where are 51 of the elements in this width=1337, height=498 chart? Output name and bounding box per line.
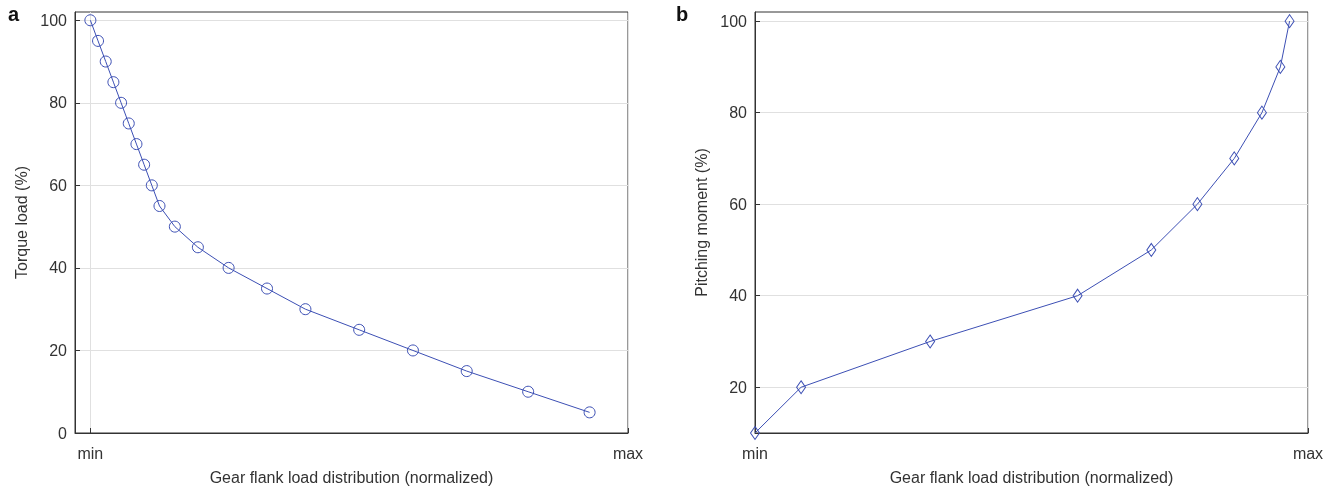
point xyxy=(522,385,535,398)
y-tick-label: 0 xyxy=(58,424,68,442)
point xyxy=(925,334,936,349)
point xyxy=(107,76,120,89)
point xyxy=(460,365,473,378)
point xyxy=(1284,14,1295,29)
point xyxy=(261,282,274,295)
text: b xyxy=(676,3,689,25)
y-tick-label: 20 xyxy=(49,341,68,359)
y-tick-label: 80 xyxy=(49,94,68,112)
point xyxy=(1256,105,1267,120)
y-tick-label: 100 xyxy=(720,12,748,30)
y-tick-label: 20 xyxy=(729,378,748,396)
x-tick-label: max xyxy=(612,444,644,462)
point xyxy=(1275,59,1286,74)
y-tick-label: 60 xyxy=(729,195,748,213)
point xyxy=(130,138,143,151)
x-tick-label: min xyxy=(742,444,768,462)
x-axis-title: Gear flank load distribution (normalized) xyxy=(209,468,494,486)
point xyxy=(115,96,128,109)
text: a xyxy=(8,3,20,25)
y-axis-title: Pitching moment (%) xyxy=(692,148,710,297)
point xyxy=(1229,151,1240,166)
y-axis-title: Torque load (%) xyxy=(12,166,30,279)
y-tick-label: 40 xyxy=(729,287,748,305)
point xyxy=(138,158,151,171)
point xyxy=(583,406,596,419)
point xyxy=(796,380,807,395)
x-tick-label: min xyxy=(77,444,104,462)
point xyxy=(1192,197,1203,212)
point xyxy=(750,426,760,440)
x-tick-label: max xyxy=(1292,444,1324,462)
point xyxy=(353,323,366,336)
point xyxy=(99,55,112,68)
point xyxy=(406,344,419,357)
point xyxy=(168,220,181,233)
point xyxy=(122,117,135,130)
point xyxy=(145,179,158,192)
point xyxy=(191,241,204,254)
point xyxy=(222,261,235,274)
point xyxy=(1072,288,1083,303)
x-axis-title: Gear flank load distribution (normalized) xyxy=(889,468,1174,486)
y-tick-label: 80 xyxy=(729,104,748,122)
y-tick-label: 100 xyxy=(40,11,68,29)
point xyxy=(92,34,105,47)
point xyxy=(153,199,166,212)
y-tick-label: 60 xyxy=(49,176,68,194)
point xyxy=(84,14,97,27)
point xyxy=(1146,242,1157,257)
y-tick-label: 40 xyxy=(49,259,68,277)
point xyxy=(299,303,312,316)
